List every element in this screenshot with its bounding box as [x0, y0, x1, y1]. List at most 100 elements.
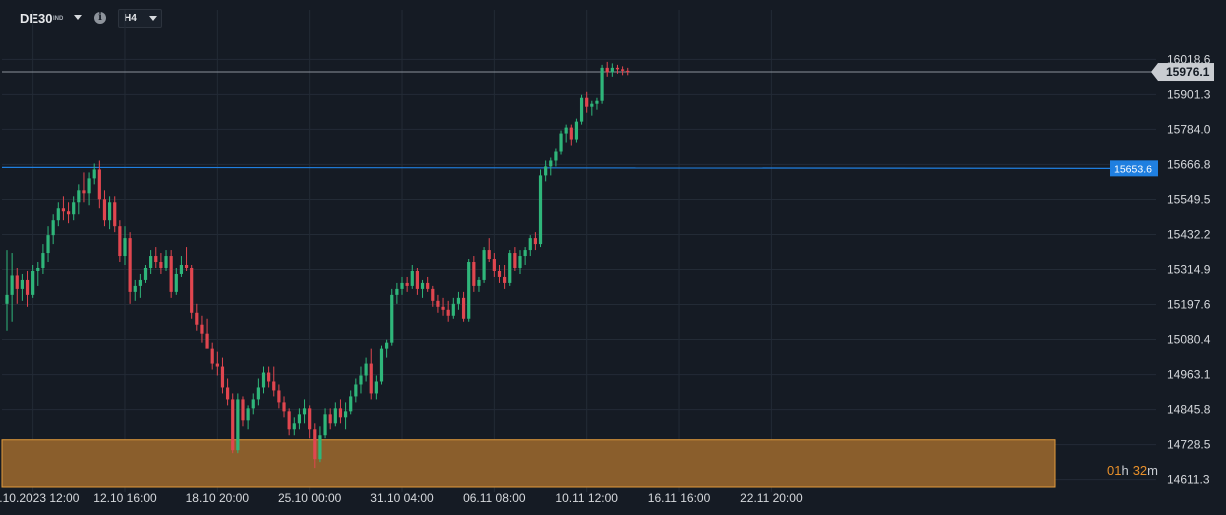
- price-tick-label: 15314.9: [1167, 263, 1211, 277]
- candle-body: [220, 366, 225, 388]
- candle-countdown: 01h 32m: [1107, 463, 1158, 478]
- candle-body: [446, 309, 450, 316]
- price-badges: 15976.1 15653.6: [1110, 63, 1214, 177]
- candle-body: [343, 411, 348, 418]
- countdown-minutes-unit: m: [1147, 463, 1158, 478]
- alert-line[interactable]: [1, 166, 1111, 169]
- candle-body: [200, 324, 204, 334]
- price-tick-label: 15080.4: [1167, 333, 1211, 347]
- timeframe-select[interactable]: H4: [118, 9, 162, 28]
- countdown-hours-unit: h: [1121, 463, 1128, 478]
- candle-body: [538, 175, 543, 245]
- candle-body: [154, 256, 158, 263]
- candle-body: [482, 250, 486, 280]
- time-tick-label: 10.11 12:00: [555, 491, 618, 505]
- candle-body: [97, 169, 101, 200]
- time-tick-label: 16.11 16:00: [648, 491, 711, 505]
- candle-body: [225, 387, 230, 400]
- time-tick-label: 31.10 04:00: [370, 491, 434, 505]
- candle-body: [426, 282, 430, 289]
- candle-body: [615, 67, 620, 70]
- candle-body: [374, 381, 378, 394]
- candle-body: [10, 275, 14, 295]
- candle-body: [195, 312, 199, 325]
- candle-body: [205, 333, 209, 349]
- candle-body: [174, 273, 178, 292]
- candle-body: [272, 381, 276, 391]
- candle-body: [487, 250, 491, 260]
- candle-body: [621, 69, 625, 71]
- candle-body: [87, 178, 91, 194]
- candle-body: [528, 238, 532, 251]
- candle-body: [564, 127, 568, 134]
- candle-body: [574, 121, 579, 140]
- support-zone[interactable]: [1, 439, 1056, 488]
- candle-body: [46, 235, 50, 254]
- candle-body: [102, 199, 107, 221]
- price-tick-label: 14845.8: [1167, 403, 1211, 417]
- current-price-badge-pointer: [1151, 63, 1158, 82]
- current-price-badge: [1158, 63, 1214, 82]
- symbol-type-label: IND: [53, 16, 64, 22]
- candle-body: [472, 262, 476, 286]
- price-tick-label: 15197.6: [1167, 298, 1211, 312]
- time-axis[interactable]: 06.10.2023 12:00 12.10 16:00 18.10 20:00 25…: [0, 491, 803, 505]
- price-axis[interactable]: 16018.6 15901.3 15784.0 15666.8 15549.5 15432…: [1167, 52, 1211, 486]
- alert-level-badge[interactable]: [1110, 160, 1158, 177]
- candle-body: [497, 270, 502, 277]
- candle-body: [5, 294, 9, 304]
- candle-body: [590, 103, 594, 107]
- candle-body: [477, 279, 481, 286]
- price-tick-label: 14611.3: [1167, 473, 1210, 487]
- candle-body: [405, 282, 409, 286]
- candle-body: [451, 303, 455, 316]
- candle-body: [92, 169, 96, 179]
- candle-body: [410, 270, 414, 286]
- candle-body: [282, 402, 286, 412]
- candle-body: [385, 342, 389, 349]
- time-tick-label: 06.11 08:00: [463, 491, 526, 505]
- time-tick-label: 22.11 20:00: [740, 491, 803, 505]
- candle-body: [456, 297, 461, 304]
- candle-body: [503, 276, 507, 283]
- info-icon[interactable]: i: [94, 12, 106, 24]
- symbol-dropdown-chevron-down-icon[interactable]: [74, 15, 82, 20]
- candle-body: [533, 238, 537, 245]
- candle-body: [400, 282, 404, 289]
- candle-body: [82, 190, 86, 194]
- timeframe-label: H4: [124, 13, 137, 24]
- candles: [5, 61, 630, 469]
- candle-body: [605, 67, 609, 73]
- candle-body: [190, 267, 194, 313]
- current-price-badge-label: 15976.1: [1166, 65, 1210, 79]
- candle-body: [569, 127, 573, 140]
- candle-body: [267, 372, 271, 382]
- time-tick-label: 25.10 00:00: [278, 491, 342, 505]
- candle-body: [128, 238, 132, 292]
- candle-body: [66, 211, 71, 215]
- candle-body: [118, 226, 122, 257]
- candle-body: [523, 250, 527, 257]
- candle-body: [277, 390, 281, 403]
- candle-body: [251, 399, 255, 409]
- candle-body: [544, 166, 548, 176]
- candle-body: [231, 399, 235, 451]
- candle-body: [164, 256, 168, 268]
- candle-body: [508, 253, 512, 283]
- candle-body: [626, 70, 630, 73]
- candle-body: [56, 208, 60, 221]
- symbol-label[interactable]: DE30: [20, 11, 53, 26]
- candle-body: [559, 133, 563, 152]
- candle-body: [349, 396, 353, 412]
- candle-body: [492, 259, 496, 271]
- candle-body: [108, 202, 112, 221]
- chart-grid: [2, 10, 1156, 492]
- price-tick-label: 16018.6: [1167, 52, 1211, 66]
- candle-body: [113, 202, 117, 227]
- candle-body: [415, 270, 419, 289]
- candle-body: [308, 408, 312, 430]
- countdown-hours: 01: [1107, 463, 1121, 478]
- candle-body: [36, 267, 40, 271]
- candle-body: [184, 265, 189, 268]
